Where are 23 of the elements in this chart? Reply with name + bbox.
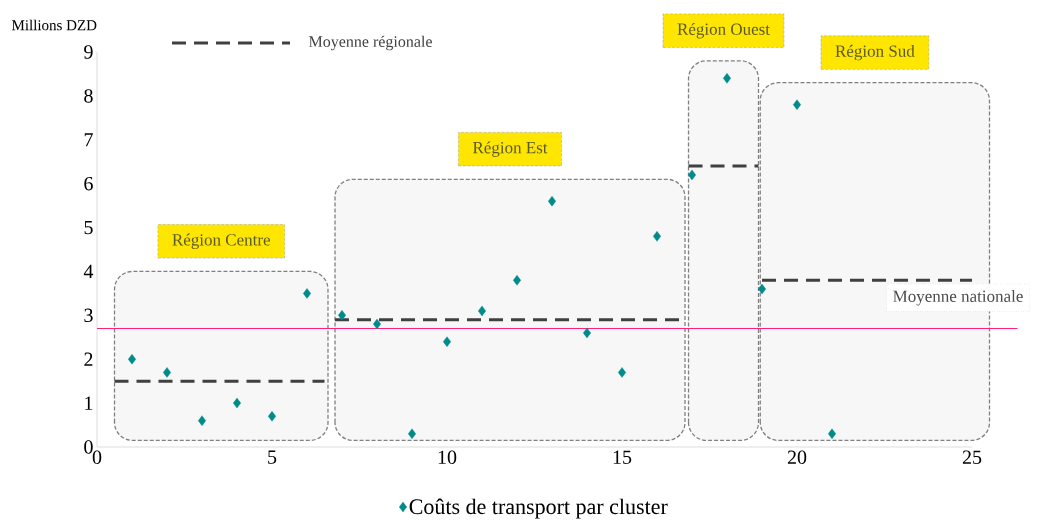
band-label: Région Sud [835,44,915,61]
y-tick-label: 7 [84,133,93,147]
text: Moyenne régionale [308,35,432,51]
y-tick-label: 3 [84,308,93,323]
y-tick-label: 1 [85,396,93,410]
x-tick-label: 10 [438,450,457,465]
x-tick-label: 25 [962,450,982,464]
x-tick-label: 5 [268,450,277,464]
y-tick-label: 2 [84,352,93,366]
y-tick-label: 4 [83,264,94,279]
y-tick-label: 6 [84,176,93,191]
band-label: Région Ouest [677,22,770,39]
band-label: Région Est [472,141,548,157]
y-tick-label: 5 [84,220,93,235]
y-tick-label: 0 [84,440,93,454]
x-tick-label: 15 [613,450,632,464]
band-label: Région Centre [172,233,270,250]
y-axis-title: Millions DZD [11,19,97,31]
y-tick-label: 8 [84,89,93,103]
y-tick-label: 9 [84,45,93,59]
ref-line-label: Moyenne nationale [893,290,1023,306]
legend-label: Coûts de transport par cluster [409,498,668,519]
x-tick-label: 20 [787,450,807,465]
